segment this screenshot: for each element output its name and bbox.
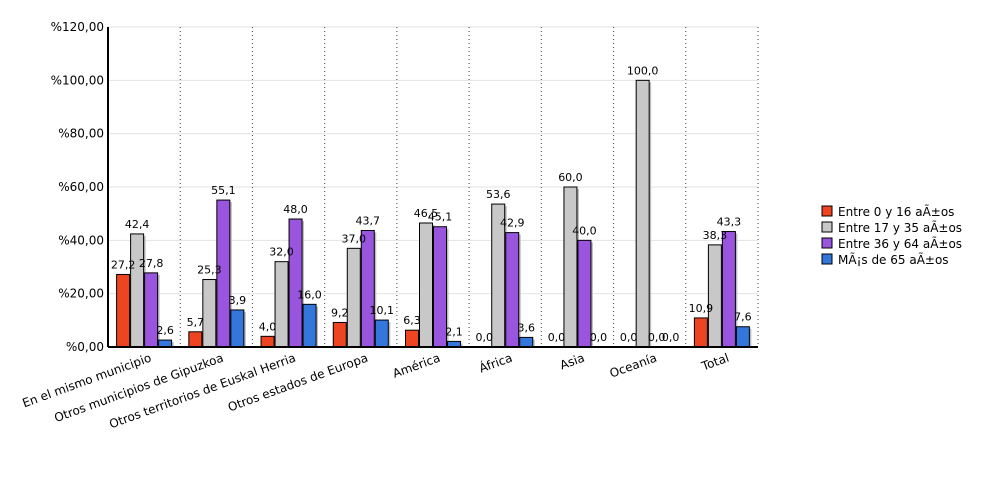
data-label: 43,3 (717, 216, 742, 229)
data-label: 27,8 (139, 257, 164, 270)
data-label: 2,1 (445, 325, 463, 338)
bar (302, 303, 317, 348)
data-label: 10,9 (689, 302, 714, 315)
data-label: 46,5 (414, 207, 439, 220)
data-label: 40,0 (572, 224, 597, 237)
data-label: 25,3 (197, 264, 222, 277)
y-axis-tick-labels: %0,00 %20,00 %40,00 %60,00 %80,00 %100,00 %120… (51, 20, 104, 354)
data-label: 4,0 (259, 320, 277, 333)
data-labels: 27,2 42,4 27,8 2,6 5,7 25,3 55,1 3,9 4,0 32,0 48,0… (111, 64, 752, 344)
data-label: 10,1 (370, 304, 395, 317)
y-tick-label: %0,00 (66, 340, 104, 354)
bar (419, 222, 433, 348)
axes (107, 27, 758, 348)
data-label: 0,0 (648, 331, 666, 344)
bar (202, 279, 217, 348)
bar (332, 321, 347, 348)
bar (158, 339, 173, 348)
data-label: 6,3 (403, 314, 421, 327)
legend-swatch (821, 221, 833, 233)
data-label: 16,0 (297, 288, 322, 301)
bar (405, 329, 419, 348)
legend-label: Entre 17 y 35 aÃ±os (838, 220, 962, 235)
data-label: 3,9 (229, 294, 247, 307)
bar (346, 247, 361, 348)
data-label: 45,1 (428, 211, 453, 224)
bar (721, 231, 736, 348)
bar (563, 186, 578, 348)
data-label: 5,7 (187, 316, 205, 329)
bar (260, 335, 275, 348)
y-tick-label: %80,00 (58, 127, 104, 141)
data-label: 0,0 (590, 331, 608, 344)
legend-swatch (821, 253, 833, 265)
bar (288, 218, 303, 348)
x-tick-label: América (391, 351, 442, 381)
data-label: 38,3 (703, 229, 728, 242)
bar (274, 261, 289, 348)
legend-label: MÃ¡s de 65 aÃ±os (838, 252, 949, 267)
data-label: 32,0 (269, 246, 294, 259)
x-tick-label: Oceanía (608, 351, 659, 381)
bar (519, 336, 534, 348)
data-label: 0,0 (548, 331, 566, 344)
bar (130, 233, 145, 348)
x-tick-label: Otros estados de Europa (226, 351, 370, 415)
data-label: 7,6 (734, 311, 752, 324)
legend-label: Entre 36 y 64 aÃ±os (838, 236, 962, 251)
y-tick-label: %20,00 (58, 287, 104, 301)
data-label: 60,0 (558, 171, 583, 184)
y-tick-label: %60,00 (58, 180, 104, 194)
y-tick-label: %100,00 (51, 73, 104, 87)
data-label: 0,0 (662, 331, 680, 344)
bar (374, 319, 389, 348)
bar (230, 309, 245, 348)
data-label: 42,4 (125, 218, 150, 231)
data-label: 43,7 (356, 214, 381, 227)
data-label: 0,0 (620, 331, 638, 344)
vertical-grid (179, 27, 759, 347)
legend-swatch (821, 205, 833, 217)
data-label: 3,6 (517, 321, 535, 334)
bar (735, 326, 750, 348)
data-label: 0,0 (475, 331, 493, 344)
data-label: 37,0 (342, 232, 367, 245)
bar (116, 273, 131, 348)
x-tick-label: Total (699, 351, 731, 374)
data-label: 2,6 (156, 324, 174, 337)
data-label: 42,9 (500, 217, 525, 230)
x-tick-label: África (477, 350, 514, 376)
legend-label: Entre 0 y 16 aÃ±os (838, 204, 954, 219)
bar (693, 317, 708, 348)
data-label: 100,0 (627, 64, 659, 77)
y-tick-label: %40,00 (58, 233, 104, 247)
data-label: 9,2 (331, 306, 349, 319)
data-label: 55,1 (211, 184, 236, 197)
data-label: 48,0 (283, 203, 308, 216)
bar (360, 229, 375, 348)
bar (635, 79, 650, 348)
bar (188, 331, 203, 348)
data-label: 53,6 (486, 188, 511, 201)
legend-swatch (821, 237, 833, 249)
y-tick-label: %120,00 (51, 20, 104, 34)
x-tick-label: Asia (558, 351, 586, 373)
data-label: 27,2 (111, 258, 136, 271)
bar (707, 244, 722, 348)
